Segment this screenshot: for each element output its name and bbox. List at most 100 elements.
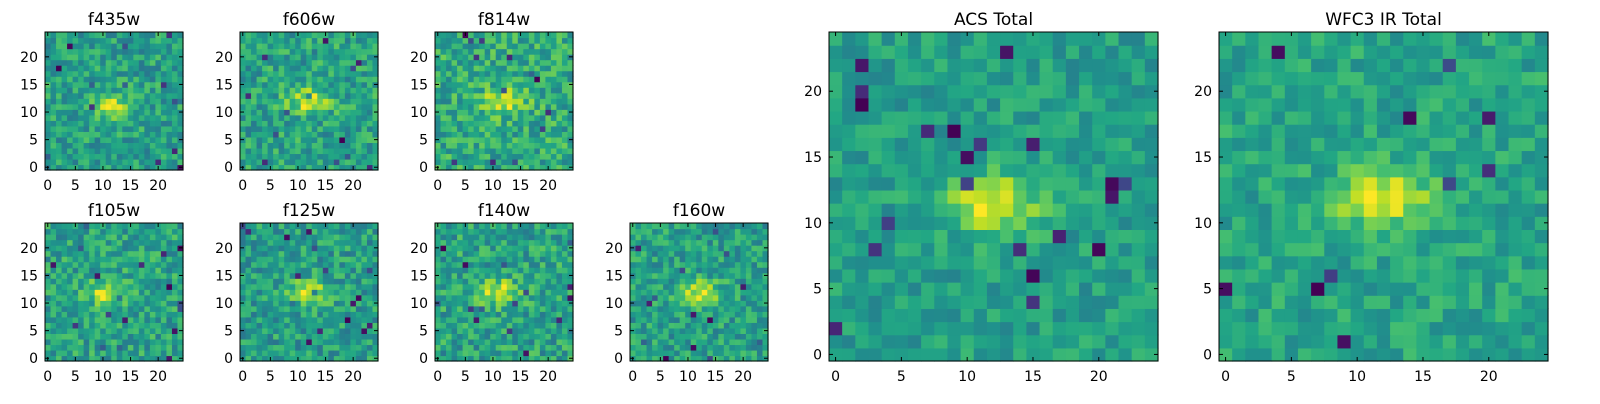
heatmap-cell: [166, 322, 172, 328]
heatmap-cell: [323, 148, 329, 154]
heatmap-cell: [669, 328, 675, 334]
heatmap-cell: [545, 98, 551, 104]
heatmap-cell: [339, 38, 345, 44]
heatmap-cell: [306, 311, 312, 317]
heatmap-cell: [73, 54, 79, 60]
heatmap-cell: [334, 115, 340, 121]
heatmap-cell: [106, 131, 112, 137]
heatmap-cell: [95, 109, 101, 115]
heatmap-cell: [139, 229, 145, 235]
heatmap-cell: [855, 269, 869, 283]
heatmap-cell: [724, 350, 730, 356]
heatmap-cell: [95, 82, 101, 88]
heatmap-cell: [658, 317, 664, 323]
heatmap-cell: [551, 93, 557, 99]
heatmap-cell: [1092, 256, 1106, 270]
heatmap-cell: [1105, 256, 1119, 270]
heatmap-cell: [691, 350, 697, 356]
heatmap-cell: [663, 251, 669, 257]
heatmap-cell: [268, 49, 274, 55]
heatmap-cell: [713, 344, 719, 350]
heatmap-cell: [947, 177, 961, 191]
heatmap-cell: [350, 251, 356, 257]
heatmap-cell: [73, 311, 79, 317]
heatmap-cell: [696, 234, 702, 240]
heatmap-cell: [144, 344, 150, 350]
heatmap-cell: [95, 317, 101, 323]
heatmap-cell: [240, 148, 246, 154]
heatmap-cell: [111, 49, 117, 55]
heatmap-cell: [1119, 216, 1133, 230]
heatmap-cell: [328, 60, 334, 66]
heatmap-cell: [144, 126, 150, 132]
heatmap-cell: [685, 339, 691, 345]
heatmap-cell: [529, 54, 535, 60]
heatmap-cell: [128, 339, 134, 345]
heatmap-cell: [334, 328, 340, 334]
heatmap-cell: [529, 240, 535, 246]
heatmap-cell: [485, 43, 491, 49]
heatmap-cell: [284, 328, 290, 334]
heatmap-cell: [133, 289, 139, 295]
heatmap-cell: [674, 322, 680, 328]
heatmap-cell: [507, 223, 513, 229]
heatmap-cell: [855, 229, 869, 243]
heatmap-cell: [641, 273, 647, 279]
heatmap-cell: [435, 65, 441, 71]
heatmap-cell: [95, 311, 101, 317]
heatmap-cell: [479, 65, 485, 71]
heatmap-cell: [895, 190, 909, 204]
heatmap-cell: [350, 295, 356, 301]
heatmap-cell: [312, 223, 318, 229]
heatmap-cell: [139, 300, 145, 306]
heatmap-cell: [757, 339, 763, 345]
heatmap-cell: [301, 278, 307, 284]
heatmap-cell: [345, 115, 351, 121]
heatmap-cell: [45, 115, 51, 121]
heatmap-cell: [306, 262, 312, 268]
heatmap-cell: [161, 38, 167, 44]
heatmap-cell: [67, 339, 73, 345]
heatmap-cell: [562, 43, 568, 49]
heatmap-cell: [713, 267, 719, 273]
heatmap-cell: [100, 284, 106, 290]
heatmap-cell: [540, 251, 546, 257]
heatmap-cell: [468, 137, 474, 143]
heatmap-cell: [295, 317, 301, 323]
heatmap-cell: [339, 115, 345, 121]
heatmap-cell: [268, 71, 274, 77]
heatmap-cell: [474, 104, 480, 110]
heatmap-cell: [501, 350, 507, 356]
heatmap-cell: [73, 98, 79, 104]
heatmap-cell: [496, 32, 502, 38]
heatmap-cell: [334, 126, 340, 132]
heatmap-cell: [735, 267, 741, 273]
heatmap-cell: [78, 278, 84, 284]
heatmap-cell: [551, 240, 557, 246]
heatmap-cell: [680, 289, 686, 295]
heatmap-cell: [1132, 269, 1146, 283]
x-tick-label: 0: [238, 178, 247, 194]
heatmap-cell: [62, 115, 68, 121]
heatmap-cell: [323, 142, 329, 148]
heatmap-cell: [166, 273, 172, 279]
heatmap-cell: [1079, 243, 1093, 257]
heatmap-cell: [474, 295, 480, 301]
heatmap-cell: [361, 153, 367, 159]
heatmap-cell: [545, 339, 551, 345]
heatmap-cell: [262, 311, 268, 317]
heatmap-cell: [56, 65, 62, 71]
heatmap-cell: [463, 284, 469, 290]
heatmap-cell: [89, 295, 95, 301]
heatmap-cell: [479, 322, 485, 328]
heatmap-cell: [73, 262, 79, 268]
heatmap-cell: [507, 120, 513, 126]
x-tick-label: 10: [289, 178, 307, 194]
heatmap-cell: [1040, 308, 1054, 322]
heatmap-cell: [122, 76, 128, 82]
heatmap-cell: [457, 273, 463, 279]
heatmap-cell: [855, 322, 869, 336]
heatmap-cell: [1145, 322, 1159, 336]
heatmap-cell: [279, 306, 285, 312]
heatmap-cell: [150, 273, 156, 279]
